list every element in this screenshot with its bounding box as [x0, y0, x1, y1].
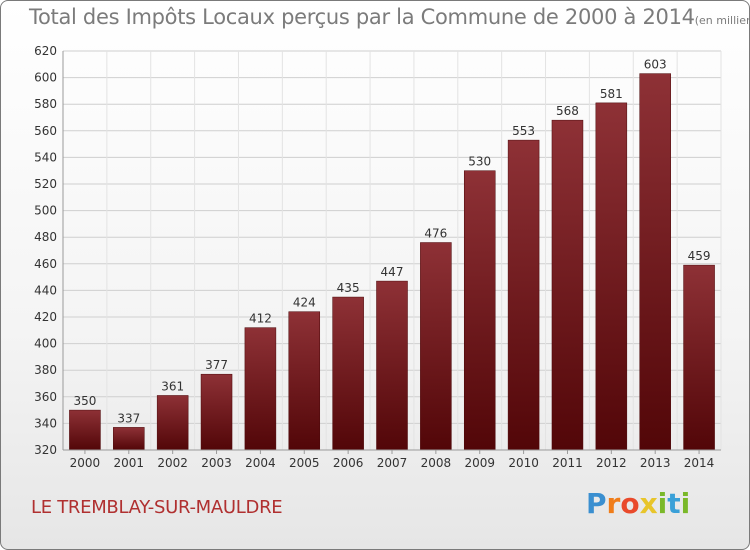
data-label: 476 [424, 227, 447, 241]
chart-title: Total des Impôts Locaux perçus par la Co… [29, 5, 749, 29]
y-tick-label: 400 [34, 337, 57, 351]
data-label: 530 [468, 155, 491, 169]
bar-2010[interactable] [507, 139, 540, 451]
x-tick-label: 2001 [114, 456, 145, 470]
bar-chart: 320 340 360 380 400 420 440 460 480 500 520 540 560 5… [34, 44, 722, 470]
y-tick-label: 440 [34, 283, 57, 297]
logo-letter: r [606, 487, 621, 520]
x-tick-label: 2006 [333, 456, 364, 470]
logo-letter: t [667, 487, 681, 520]
bar-2007[interactable] [376, 280, 408, 451]
x-tick-label: 2009 [464, 456, 495, 470]
y-tick-label: 600 [34, 71, 57, 85]
y-tick-label: 540 [34, 150, 57, 164]
bar-2014[interactable] [683, 264, 715, 451]
bar-2004[interactable] [244, 327, 277, 451]
logo-letter: i [680, 487, 691, 520]
y-tick-label: 520 [34, 177, 57, 191]
logo-letter: x [639, 487, 658, 520]
bar-2013[interactable] [639, 73, 671, 451]
bar-2009[interactable] [463, 170, 496, 451]
x-tick-label: 2013 [640, 456, 671, 470]
data-label: 350 [73, 394, 96, 408]
x-tick-label: 2011 [552, 456, 583, 470]
y-tick-label: 340 [34, 416, 57, 430]
x-tick-label: 2004 [245, 456, 276, 470]
bar-2008[interactable] [420, 242, 452, 451]
y-tick-label: 620 [34, 44, 57, 58]
unit-note: (en milliers d'€) [694, 14, 749, 27]
y-tick-label: 320 [34, 443, 57, 457]
data-label: 581 [600, 87, 623, 101]
y-tick-label: 500 [34, 204, 57, 218]
logo-letter: o [620, 487, 640, 520]
data-label: 337 [117, 411, 140, 425]
chart-title-text: Total des Impôts Locaux perçus par la Co… [29, 5, 695, 29]
bar-2011[interactable] [551, 119, 584, 451]
x-tick-label: 2005 [289, 456, 320, 470]
data-label: 447 [381, 265, 404, 279]
x-tick-label: 2002 [157, 456, 188, 470]
bar-2006[interactable] [332, 296, 364, 451]
x-tick-label: 2003 [201, 456, 232, 470]
logo-letter: P [586, 487, 607, 520]
proxiti-logo[interactable]: Proxiti [586, 487, 690, 520]
data-label: 603 [644, 58, 667, 72]
data-label: 568 [556, 104, 579, 118]
x-tick-label: 2007 [377, 456, 408, 470]
y-tick-label: 480 [34, 230, 57, 244]
x-tick-label: 2000 [70, 456, 101, 470]
data-label: 424 [293, 296, 316, 310]
y-tick-label: 420 [34, 310, 57, 324]
data-label: 553 [512, 124, 535, 138]
y-tick-label: 380 [34, 363, 57, 377]
x-tick-label: 2014 [684, 456, 715, 470]
bar-2012[interactable] [595, 102, 628, 451]
y-tick-label: 360 [34, 390, 57, 404]
bar-2001[interactable] [113, 427, 145, 451]
data-label: 435 [337, 281, 360, 295]
data-label: 459 [688, 249, 711, 263]
data-label: 412 [249, 312, 272, 326]
x-tick-label: 2008 [421, 456, 452, 470]
y-tick-label: 460 [34, 257, 57, 271]
bar-2003[interactable] [200, 373, 233, 451]
y-tick-label: 560 [34, 124, 57, 138]
data-label: 377 [205, 358, 228, 372]
bar-2000[interactable] [69, 409, 101, 451]
y-tick-label: 580 [34, 97, 57, 111]
logo-letter: i [657, 487, 668, 520]
commune-name: LE TREMBLAY-SUR-MAULDRE [31, 497, 283, 518]
data-label: 361 [161, 379, 184, 393]
bar-2005[interactable] [288, 311, 321, 451]
x-tick-label: 2012 [596, 456, 627, 470]
x-tick-label: 2010 [508, 456, 539, 470]
bar-2002[interactable] [156, 395, 189, 451]
